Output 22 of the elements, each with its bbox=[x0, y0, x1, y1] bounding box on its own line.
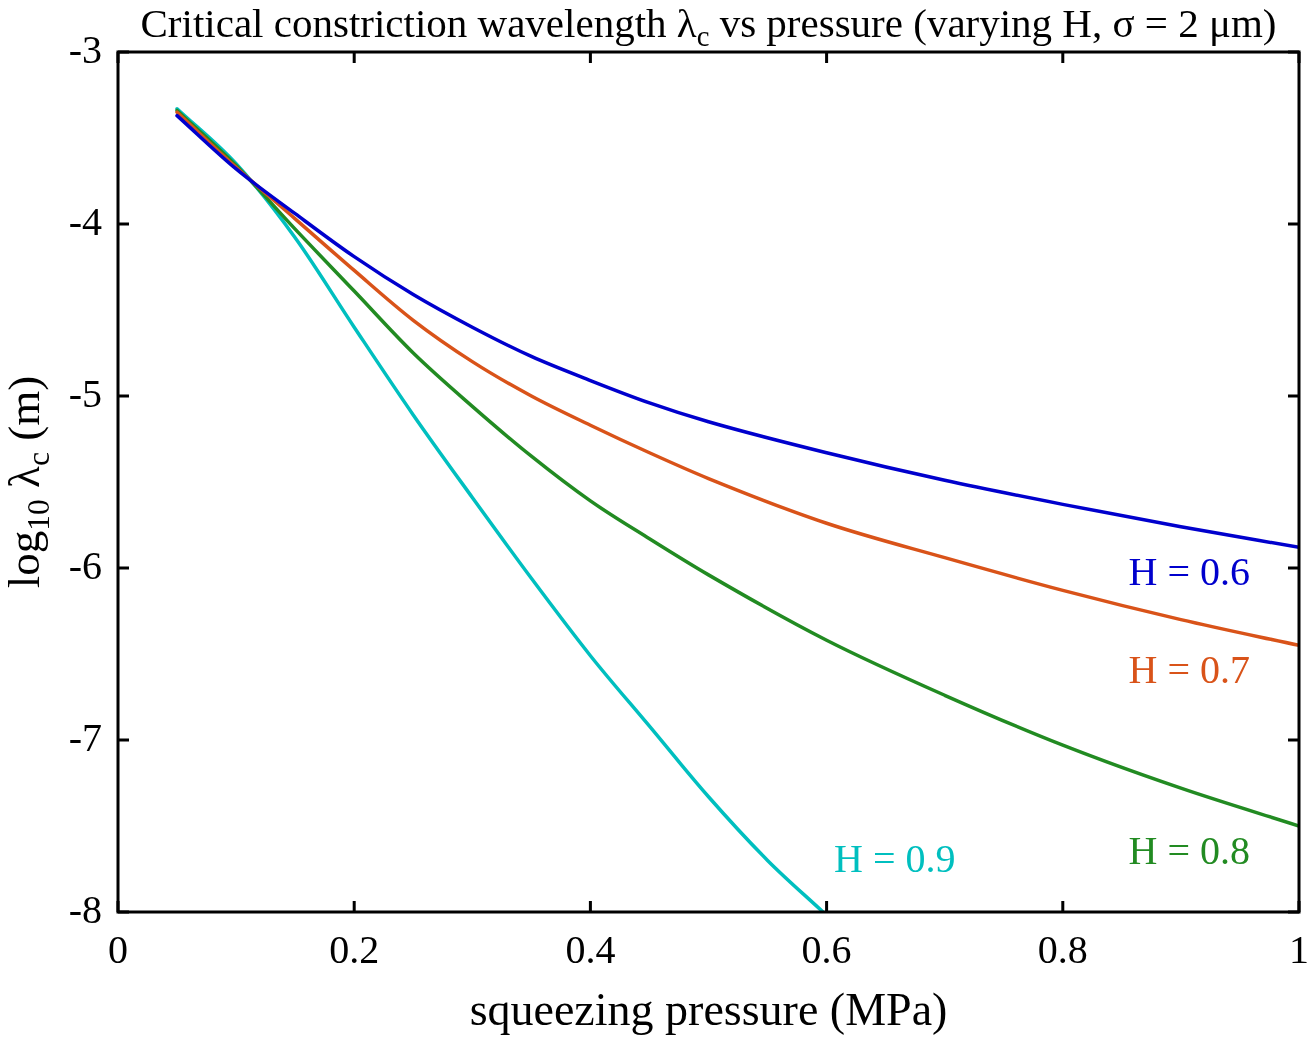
x-tick-label: 0.6 bbox=[801, 926, 852, 972]
y-tick-label: -8 bbox=[68, 886, 102, 932]
y-tick-label: -7 bbox=[68, 714, 102, 760]
y-tick-label: -5 bbox=[68, 370, 102, 416]
series-label: H = 0.8 bbox=[1128, 827, 1250, 873]
x-tick-label: 0.8 bbox=[1037, 926, 1088, 972]
series-label: H = 0.7 bbox=[1128, 646, 1250, 692]
x-tick-label: 0 bbox=[108, 926, 128, 972]
x-tick-label: 0.2 bbox=[329, 926, 380, 972]
line-series bbox=[175, 107, 825, 912]
chart-title: Critical constriction wavelength λ$_{c}$ vs pressure (varying H, σ = 2 μm) bbox=[139, 0, 1278, 55]
line-series bbox=[175, 110, 1299, 648]
series-label: H = 0.9 bbox=[834, 835, 956, 881]
line-series bbox=[175, 113, 1299, 550]
x-tick-label: 0.4 bbox=[565, 926, 616, 972]
y-tick-label: -4 bbox=[68, 198, 102, 244]
x-axis-title: squeezing pressure (MPa) bbox=[468, 984, 949, 1036]
series-label: H = 0.6 bbox=[1128, 548, 1250, 594]
x-tick-label: 1 bbox=[1289, 926, 1308, 972]
y-tick-label: -3 bbox=[68, 26, 102, 72]
y-tick-label: -6 bbox=[68, 542, 102, 588]
line-series bbox=[175, 108, 1299, 828]
